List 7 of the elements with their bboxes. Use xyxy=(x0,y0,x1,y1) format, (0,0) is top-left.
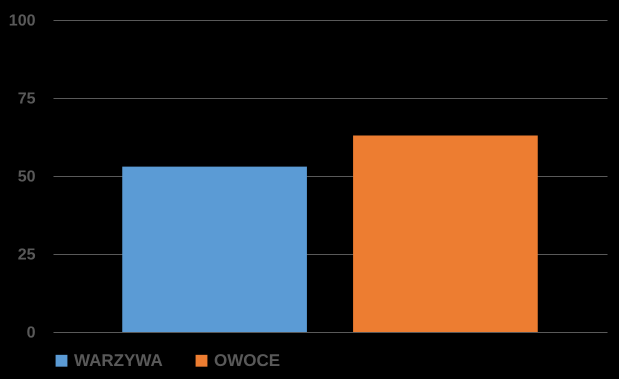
y-tick-label: 0 xyxy=(26,324,36,342)
legend-label: WARZYWA xyxy=(74,350,163,370)
legend-label: OWOCE xyxy=(214,350,280,370)
y-tick-label: 25 xyxy=(18,246,36,264)
y-tick-label: 50 xyxy=(18,168,36,186)
y-tick-label: 100 xyxy=(8,12,36,30)
y-tick-label: 75 xyxy=(18,90,36,108)
